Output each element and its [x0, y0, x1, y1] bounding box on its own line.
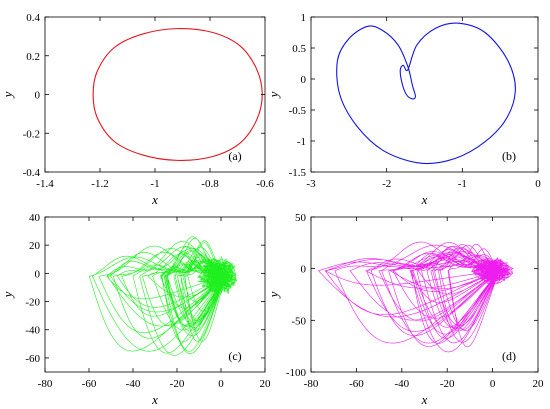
x-axis-label: x: [151, 392, 158, 407]
x-axis-label: x: [421, 192, 428, 207]
x-tick-label: -1.2: [91, 178, 108, 190]
axes-box: [310, 16, 539, 173]
x-axis-label: x: [421, 392, 428, 407]
y-tick-label: -40: [25, 325, 40, 337]
y-tick-label: 0: [35, 268, 41, 280]
x-axis-label: x: [151, 192, 158, 207]
y-tick-label: -100: [286, 367, 307, 379]
y-tick-label: 20: [29, 240, 41, 252]
panel-label: (d): [502, 349, 516, 363]
y-tick-label: -50: [291, 315, 306, 327]
x-tick-label: -40: [394, 378, 409, 390]
panel-a: -1.4 -1.2 -1 -0.8 -0.6 -0.4 -0.2 0 0.2 0.4 x y (a): [0, 12, 274, 207]
x-tick-label: 20: [260, 378, 272, 390]
y-tick-label: -20: [25, 297, 40, 309]
panel-c: -80 -60 -40 -20 0 20 -60 -40 -20 0 20 40 x y (c): [0, 212, 271, 407]
series-line: [336, 22, 516, 165]
y-tick-label: 50: [295, 212, 307, 224]
x-tick-label: -0.8: [201, 178, 219, 190]
x-tick-label: -20: [170, 378, 185, 390]
x-tick-label: -80: [304, 378, 319, 390]
series-line: [88, 236, 238, 356]
y-axis-label: y: [266, 291, 281, 299]
x-tick-label: 0: [490, 378, 496, 390]
y-tick-label: 40: [29, 212, 41, 224]
x-tick-label: 20: [533, 378, 545, 390]
y-tick-label: 0.5: [292, 43, 306, 55]
y-tick-label: 0: [35, 90, 41, 102]
x-tick-label: -0.6: [256, 178, 274, 190]
panel-label: (c): [228, 349, 241, 363]
panel-b: -3 -2 -1 0 -1.5 -1 -0.5 0 0.5 1 x y (b): [266, 12, 541, 207]
y-axis-label: y: [0, 291, 15, 299]
y-tick-label: -0.4: [23, 167, 41, 179]
x-tick-label: -80: [38, 378, 53, 390]
axes-box: [310, 216, 539, 373]
y-axis-label: y: [0, 91, 15, 99]
y-axis-label: y: [266, 91, 281, 99]
y-tick-label: -1: [297, 136, 306, 148]
x-tick-label: 0: [218, 378, 224, 390]
series-line: [92, 28, 263, 161]
y-tick-label: 0.2: [26, 51, 40, 63]
y-tick-label: 0: [301, 264, 307, 276]
series-line: [317, 241, 514, 353]
x-tick-label: -60: [82, 378, 97, 390]
panel-label: (a): [228, 149, 241, 163]
panel-d: -80 -60 -40 -20 0 20 -100 -50 0 50 x y (d): [266, 212, 544, 407]
x-tick-label: -1: [458, 178, 467, 190]
x-tick-label: -1: [150, 178, 159, 190]
x-tick-label: -40: [126, 378, 141, 390]
x-tick-label: -60: [349, 378, 364, 390]
x-tick-label: -3: [306, 178, 316, 190]
y-tick-label: -60: [25, 353, 40, 365]
y-tick-label: 0.4: [26, 12, 40, 24]
y-tick-label: -1.5: [289, 167, 307, 179]
y-tick-label: 1: [301, 12, 307, 24]
panel-label: (b): [502, 149, 516, 163]
x-tick-label: -20: [440, 378, 455, 390]
y-tick-label: -0.5: [289, 105, 307, 117]
y-tick-label: 0: [301, 74, 307, 86]
x-tick-label: -2: [382, 178, 391, 190]
x-tick-label: 0: [535, 178, 541, 190]
axes-box: [44, 216, 266, 373]
y-tick-label: -0.2: [23, 128, 40, 140]
x-tick-label: -1.4: [36, 178, 54, 190]
